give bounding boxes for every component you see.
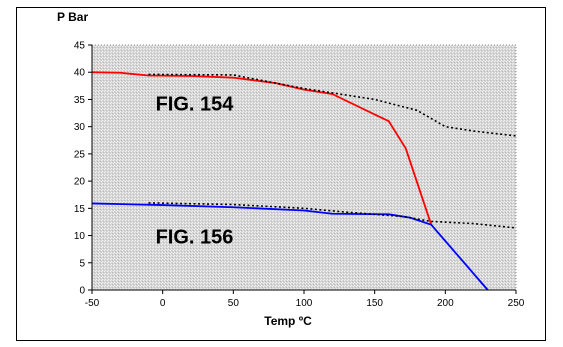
y-tick-label: 35 xyxy=(74,95,86,106)
x-tick-label: 100 xyxy=(296,298,313,309)
y-tick-label: 15 xyxy=(74,204,86,215)
y-tick-label: 20 xyxy=(74,177,86,188)
x-tick-label: 200 xyxy=(437,298,454,309)
plot-area xyxy=(91,44,517,291)
annotation-fig-156: FIG. 156 xyxy=(156,227,234,249)
y-tick-label: 45 xyxy=(74,41,86,52)
y-tick-label: 40 xyxy=(74,68,86,79)
annotation-fig-154: FIG. 154 xyxy=(156,93,235,115)
series-line-3 xyxy=(91,202,489,291)
y-tick-label: 10 xyxy=(74,231,86,242)
series-layer xyxy=(91,71,517,291)
y-tick-label: 30 xyxy=(74,122,86,133)
x-tick-label: 250 xyxy=(508,298,525,309)
y-tick-label: 25 xyxy=(74,149,86,160)
x-axis-title: Temp ºC xyxy=(264,314,312,328)
series-line-4 xyxy=(148,202,517,229)
x-tick-label: 0 xyxy=(160,298,166,309)
x-tick-label: -50 xyxy=(85,298,100,309)
y-tick-label: 0 xyxy=(79,286,85,297)
x-tick-label: 50 xyxy=(228,298,240,309)
x-tick-label: 150 xyxy=(366,298,383,309)
y-tick-label: 5 xyxy=(79,258,85,269)
y-axis-title: P Bar xyxy=(57,10,88,24)
series-line-2 xyxy=(148,73,517,137)
